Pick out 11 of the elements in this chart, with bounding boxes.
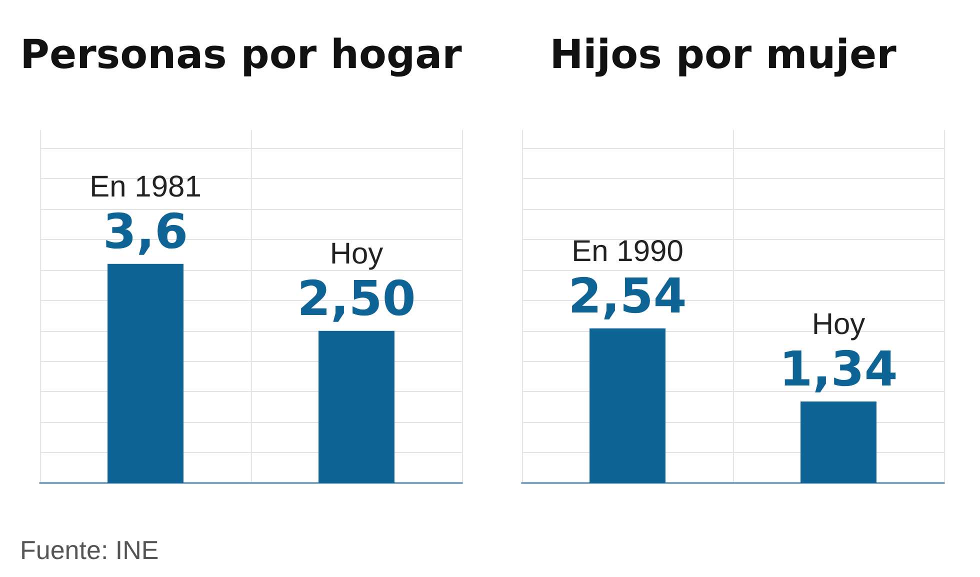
- x-tick-label: Hoy: [812, 308, 866, 341]
- data-label: 2,50: [297, 270, 416, 327]
- data-label: 1,34: [779, 341, 898, 398]
- source-note: Fuente: INE: [20, 535, 159, 565]
- x-tick-label: En 1981: [90, 170, 202, 204]
- chart-title: Hijos por mujer: [550, 32, 897, 78]
- data-label: 2,54: [568, 268, 687, 324]
- chart-title: Personas por hogar: [20, 32, 462, 78]
- data-label: 3,6: [102, 204, 188, 260]
- x-tick-label: Hoy: [330, 237, 384, 270]
- x-tick-label: En 1990: [572, 234, 684, 268]
